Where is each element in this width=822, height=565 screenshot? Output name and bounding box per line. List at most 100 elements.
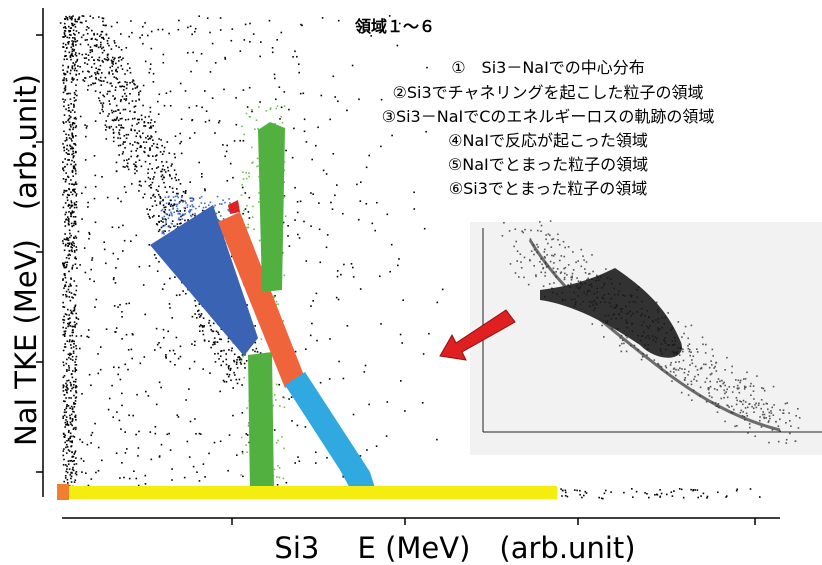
dot: [68, 430, 70, 432]
dot: [226, 381, 228, 383]
dot: [63, 207, 65, 209]
dot: [76, 369, 78, 371]
dot: [72, 377, 74, 379]
dot: [123, 160, 125, 162]
dot: [63, 287, 65, 289]
dot: [140, 145, 142, 147]
dot: [74, 94, 76, 96]
dot: [548, 233, 550, 235]
dot: [68, 449, 70, 451]
dot: [293, 128, 295, 130]
dot: [226, 359, 228, 361]
dot: [374, 230, 376, 232]
dot: [194, 344, 196, 346]
dot: [756, 407, 758, 409]
dot: [158, 215, 160, 217]
dot: [193, 199, 195, 201]
dot: [132, 415, 134, 417]
dot: [95, 175, 97, 177]
dot: [539, 261, 541, 263]
dot: [689, 349, 691, 351]
dot: [74, 64, 76, 66]
dot: [666, 494, 668, 496]
dot: [150, 111, 152, 113]
dot: [98, 79, 100, 81]
dot: [71, 296, 73, 298]
dot: [101, 72, 103, 74]
dot: [130, 240, 132, 242]
dot: [72, 212, 74, 214]
dot: [795, 440, 797, 442]
dot: [76, 318, 78, 320]
dot: [123, 477, 125, 479]
dot: [249, 41, 251, 43]
dot: [688, 348, 690, 350]
dot: [185, 293, 187, 295]
dot: [170, 212, 172, 214]
dot: [220, 215, 222, 217]
dot: [71, 16, 73, 18]
dot: [70, 103, 72, 105]
dot: [65, 214, 67, 216]
dot: [105, 59, 107, 61]
dot: [194, 31, 196, 33]
dot: [70, 59, 72, 61]
dot: [72, 330, 74, 332]
dot: [178, 20, 180, 22]
dot: [786, 442, 788, 444]
dot: [95, 222, 97, 224]
dot: [150, 431, 152, 433]
dot: [189, 107, 191, 109]
dot: [139, 266, 141, 268]
dot: [68, 177, 70, 179]
dot: [67, 238, 69, 240]
dot: [155, 159, 157, 161]
dot: [77, 65, 79, 67]
dot: [122, 153, 124, 155]
dot: [184, 477, 186, 479]
dot: [240, 474, 242, 476]
dot: [695, 366, 697, 368]
dot: [149, 147, 151, 149]
dot: [75, 195, 77, 197]
dot: [246, 205, 248, 207]
dot: [68, 153, 70, 155]
y-axis-label: NaI TKE (MeV) (arb.unit): [9, 74, 43, 446]
dot: [289, 245, 291, 247]
dot: [228, 198, 230, 200]
dot: [140, 185, 142, 187]
dot: [754, 435, 756, 437]
dot: [65, 172, 67, 174]
dot: [562, 490, 564, 492]
dot: [149, 163, 151, 165]
dot: [564, 277, 566, 279]
dot: [103, 102, 105, 104]
dot: [70, 441, 72, 443]
dot: [679, 354, 681, 356]
dot: [520, 261, 522, 263]
dot: [389, 271, 391, 273]
dot: [726, 357, 728, 359]
dot: [690, 351, 692, 353]
dot: [67, 245, 69, 247]
dot: [156, 328, 158, 330]
dot: [376, 445, 378, 447]
dot: [76, 125, 78, 127]
dot: [169, 278, 171, 280]
dot: [334, 195, 336, 197]
dot: [537, 246, 539, 248]
dot: [87, 89, 89, 91]
dot: [169, 152, 171, 154]
dot: [741, 401, 743, 403]
dot: [714, 388, 716, 390]
dot: [575, 262, 577, 264]
dot: [275, 399, 277, 401]
dot: [72, 42, 74, 44]
dot: [208, 341, 210, 343]
dot: [68, 405, 70, 407]
dot: [723, 382, 725, 384]
dot: [563, 241, 565, 243]
dot: [67, 37, 69, 39]
dot: [160, 347, 162, 349]
dot: [91, 478, 93, 480]
